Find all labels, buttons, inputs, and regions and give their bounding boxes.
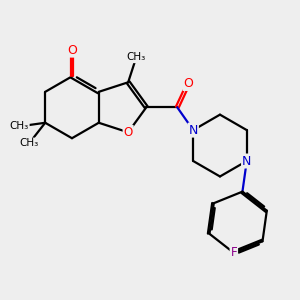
Text: CH₃: CH₃ [20, 139, 39, 148]
Text: N: N [188, 124, 198, 136]
Text: CH₃: CH₃ [127, 52, 146, 62]
Text: N: N [242, 154, 251, 167]
Text: F: F [230, 246, 237, 260]
Text: O: O [124, 126, 133, 139]
Text: CH₃: CH₃ [10, 122, 29, 131]
Text: O: O [183, 77, 193, 90]
Text: O: O [67, 44, 77, 57]
